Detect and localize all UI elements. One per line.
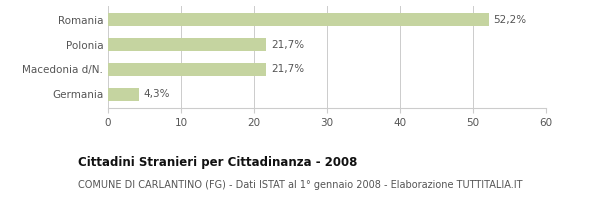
Bar — [108, 38, 266, 51]
Bar — [108, 63, 266, 76]
Text: Cittadini Stranieri per Cittadinanza - 2008: Cittadini Stranieri per Cittadinanza - 2… — [78, 156, 358, 169]
Text: 21,7%: 21,7% — [271, 40, 304, 50]
Text: 4,3%: 4,3% — [144, 89, 170, 99]
Bar — [108, 13, 489, 26]
Text: COMUNE DI CARLANTINO (FG) - Dati ISTAT al 1° gennaio 2008 - Elaborazione TUTTITA: COMUNE DI CARLANTINO (FG) - Dati ISTAT a… — [78, 180, 523, 190]
Bar — [108, 88, 139, 101]
Text: 21,7%: 21,7% — [271, 64, 304, 74]
Text: 52,2%: 52,2% — [493, 15, 527, 25]
